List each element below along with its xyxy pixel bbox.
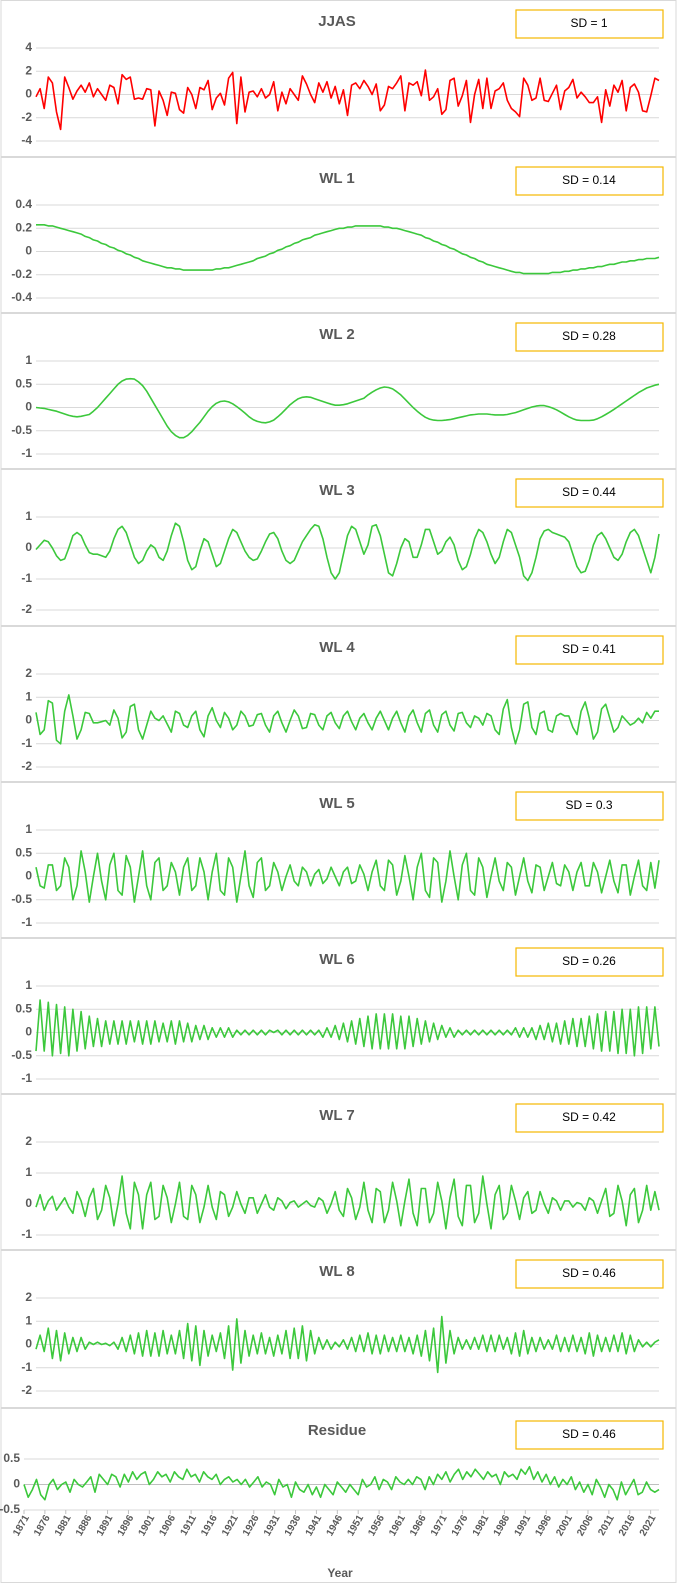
y-tick-label: -1: [21, 1227, 32, 1241]
y-tick-label: 1: [25, 1313, 32, 1327]
sd-box: [515, 166, 664, 196]
y-tick-label: 2: [25, 666, 32, 680]
chart-title: WL 5: [319, 795, 355, 812]
sd-label: SD = 0.3: [565, 798, 612, 812]
series-line: [35, 69, 660, 131]
y-tick-label: 0: [25, 540, 32, 554]
chart-title: WL 2: [319, 326, 355, 343]
y-tick-label: -1: [21, 915, 32, 929]
sd-box: [515, 1420, 664, 1450]
y-tick-label: -1: [21, 736, 32, 750]
y-tick-label: 0.4: [15, 197, 32, 211]
series-line: [35, 1315, 660, 1374]
y-tick-label: -1: [21, 1360, 32, 1374]
sd-label: SD = 0.26: [562, 954, 616, 968]
y-tick-label: 0: [25, 869, 32, 883]
y-tick-label: 0.2: [15, 220, 32, 234]
y-tick-label: -0.5: [11, 892, 32, 906]
sd-label: SD = 0.41: [562, 642, 616, 656]
y-tick-label: 0: [25, 400, 32, 414]
y-tick-label: 0.5: [15, 845, 32, 859]
y-tick-label: -0.5: [11, 423, 32, 437]
y-tick-label: -0.5: [0, 1502, 20, 1516]
y-tick-label: 1: [25, 1165, 32, 1179]
y-tick-label: 0: [25, 713, 32, 727]
y-tick-label: 0: [25, 1196, 32, 1210]
series-line: [35, 522, 660, 582]
sd-box: [515, 635, 664, 665]
y-tick-label: 2: [25, 1290, 32, 1304]
y-tick-label: 1: [25, 978, 32, 992]
y-tick-label: -2: [21, 602, 32, 616]
chart-title: WL 8: [319, 1263, 355, 1280]
sd-box: [515, 1259, 664, 1289]
sd-label: SD = 1: [570, 16, 607, 30]
series-line: [35, 999, 660, 1057]
y-tick-label: -4: [21, 133, 32, 147]
y-tick-label: 2: [25, 1134, 32, 1148]
y-tick-label: -0.2: [11, 267, 32, 281]
y-tick-label: 0: [25, 244, 32, 258]
chart-title: WL 6: [319, 951, 355, 968]
y-tick-label: 0.5: [15, 1001, 32, 1015]
y-tick-label: 1: [25, 509, 32, 523]
sd-box: [515, 9, 664, 39]
sd-label: SD = 0.42: [562, 1110, 616, 1124]
sd-box: [515, 1103, 664, 1133]
y-tick-label: 0.5: [15, 376, 32, 390]
y-tick-label: -1: [21, 446, 32, 460]
sd-label: SD = 0.28: [562, 329, 616, 343]
sd-label: SD = 0.46: [562, 1266, 616, 1280]
sd-label: SD = 0.44: [562, 485, 616, 499]
y-tick-label: 1: [25, 689, 32, 703]
sd-box: [515, 322, 664, 352]
y-tick-label: 1: [25, 822, 32, 836]
y-tick-label: -2: [21, 759, 32, 773]
sd-label: SD = 0.46: [562, 1427, 616, 1441]
y-tick-label: -0.5: [11, 1048, 32, 1062]
y-tick-label: 1: [25, 353, 32, 367]
chart-title: Residue: [308, 1422, 366, 1439]
sd-label: SD = 0.14: [562, 173, 616, 187]
series-line: [23, 1465, 660, 1501]
y-tick-label: 0: [25, 1025, 32, 1039]
sd-box: [515, 947, 664, 977]
y-tick-label: 4: [25, 40, 32, 54]
series-line: [35, 850, 660, 903]
y-tick-label: 0.5: [3, 1451, 20, 1465]
chart-title: JJAS: [318, 13, 356, 30]
y-tick-label: -0.4: [11, 290, 32, 304]
chart-title: WL 1: [319, 170, 355, 187]
y-tick-label: 0: [25, 1337, 32, 1351]
series-line: [35, 694, 659, 745]
chart-title: WL 4: [319, 639, 355, 656]
sd-box: [515, 791, 664, 821]
series-line: [36, 224, 660, 275]
chart-title: WL 3: [319, 482, 355, 499]
y-tick-label: 2: [25, 63, 32, 77]
y-tick-label: 0: [13, 1477, 20, 1491]
y-tick-label: -2: [21, 110, 32, 124]
series-line: [35, 377, 660, 439]
series-line: [35, 1175, 660, 1230]
x-axis-title: Year: [327, 1566, 353, 1580]
y-tick-label: -2: [21, 1383, 32, 1397]
chart-title: WL 7: [319, 1107, 355, 1124]
y-tick-label: -1: [21, 571, 32, 585]
y-tick-label: 0: [25, 87, 32, 101]
sd-box: [515, 478, 664, 508]
y-tick-label: -1: [21, 1071, 32, 1085]
